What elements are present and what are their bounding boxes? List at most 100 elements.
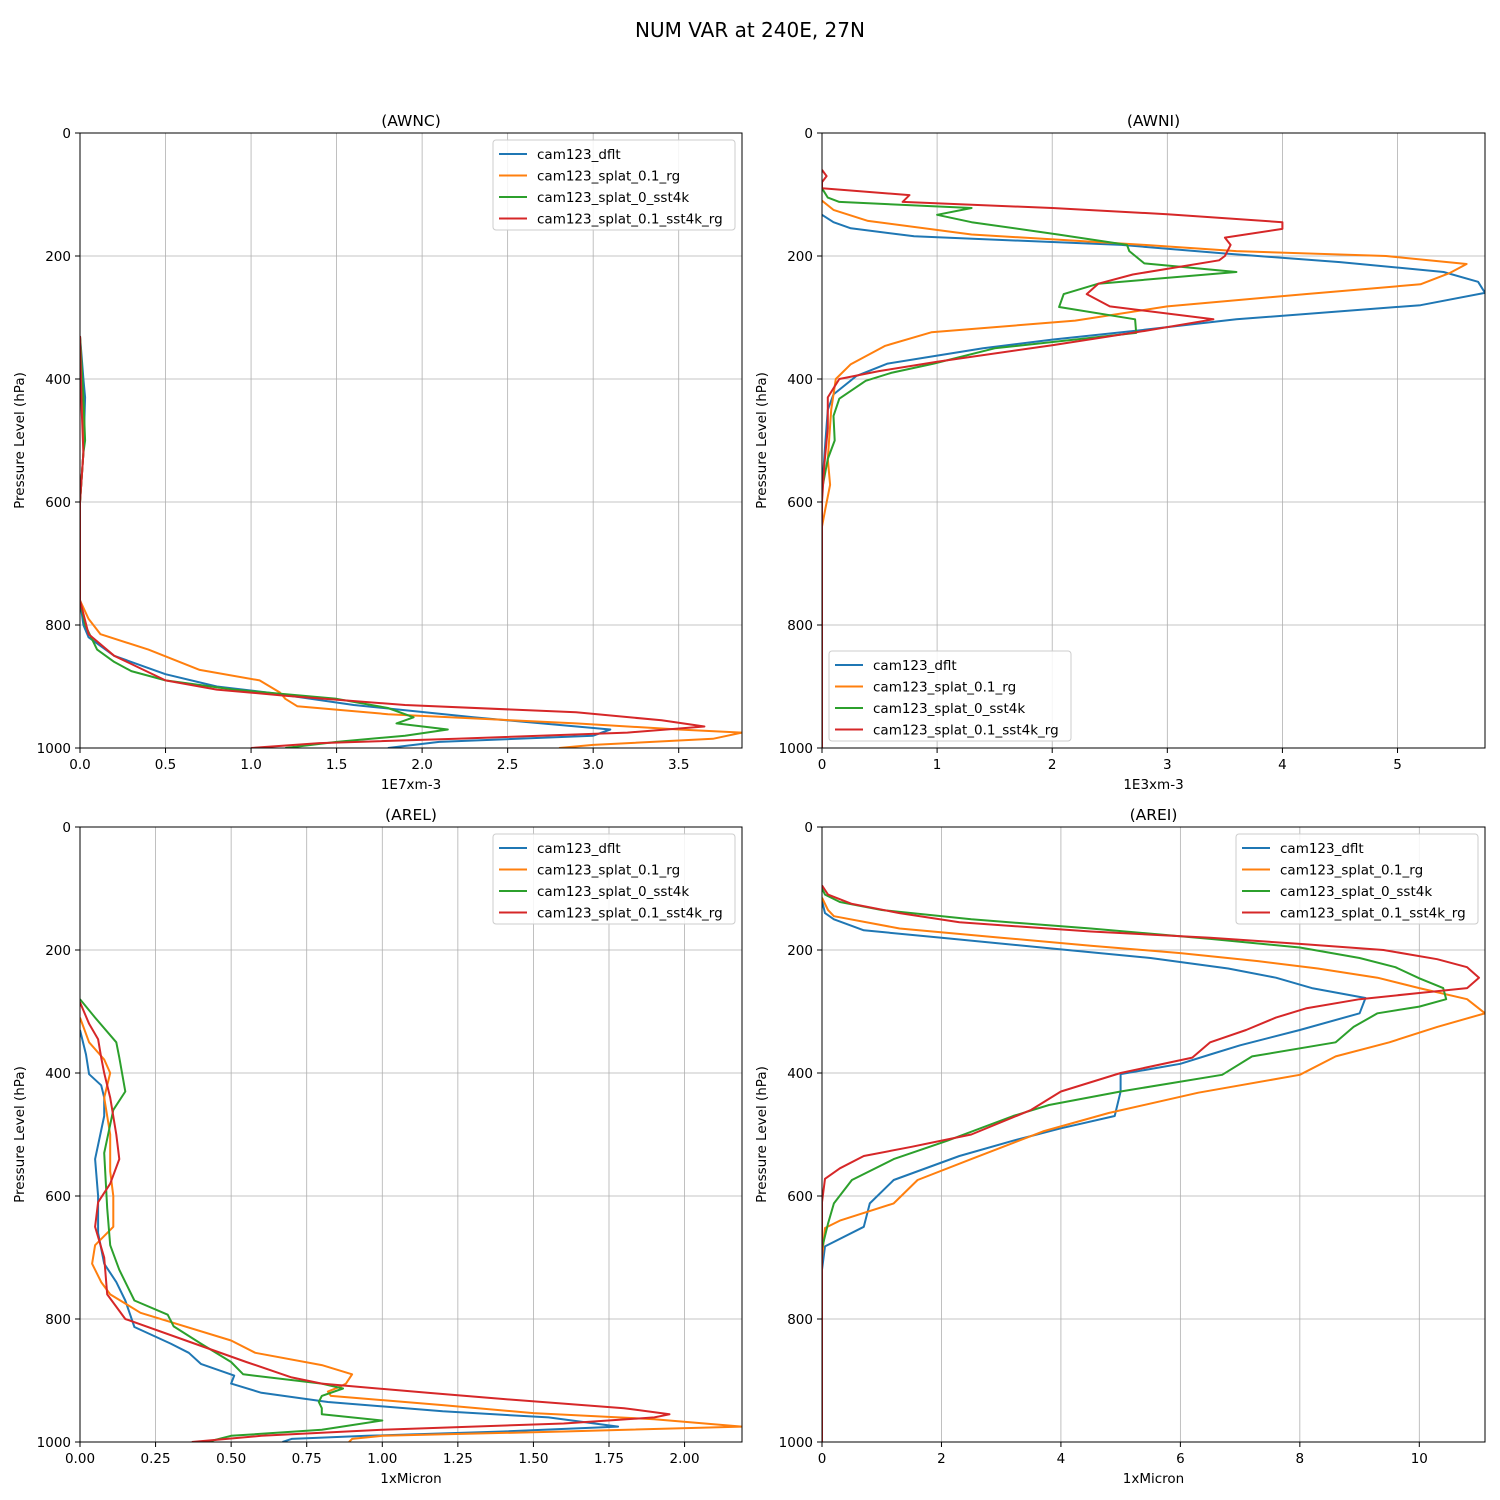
y-tick-label: 400	[45, 1066, 71, 1082]
plot-frame	[79, 132, 743, 749]
legend: cam123_dflt cam123_splat_0.1_rg cam123_spl…	[492, 833, 736, 925]
series-line	[822, 897, 1485, 1442]
legend-entry: cam123_splat_0.1_rg	[537, 169, 680, 185]
x-tick-label: 1	[933, 757, 942, 773]
y-tick-label: 200	[45, 249, 71, 265]
x-tick-label: 10	[1411, 1451, 1428, 1467]
legend-entry: cam123_splat_0_sst4k	[1280, 884, 1432, 900]
x-tick-label: 3.0	[582, 757, 603, 773]
x-tick-label: 0.00	[65, 1451, 95, 1467]
x-tick-label: 2	[1048, 757, 1057, 773]
y-axis-label: Pressure Level (hPa)	[754, 1066, 770, 1203]
y-axis-label: Pressure Level (hPa)	[754, 372, 770, 509]
x-tick-label: 4	[1278, 757, 1287, 773]
chart-panel: 0 1 2 3 4 5 0 200 400 600 800 1000 (AWNI) 1E3xm-3 Pres…	[754, 112, 1486, 793]
series-line	[80, 1001, 671, 1442]
legend-entry: cam123_splat_0.1_sst4k_rg	[873, 723, 1059, 739]
x-tick-label: 1.25	[443, 1451, 473, 1467]
legend: cam123_dflt cam123_splat_0.1_rg cam123_spl…	[828, 650, 1072, 742]
legend-entry: cam123_splat_0.1_sst4k_rg	[1280, 906, 1466, 922]
x-tick-label: 4	[1057, 1451, 1066, 1467]
chart-title: (AWNI)	[1127, 112, 1180, 130]
series-line	[822, 900, 1367, 1442]
y-tick-label: 200	[787, 943, 813, 959]
legend-box	[828, 650, 1072, 742]
y-tick-label: 600	[787, 1189, 813, 1205]
x-tick-label: 6	[1176, 1451, 1185, 1467]
series-group	[822, 169, 1485, 748]
y-tick-label: 0	[804, 820, 813, 836]
chart-panel: 0.00 0.25 0.50 0.75 1.00 1.25 1.50 1.75 2.00 0 200…	[12, 806, 743, 1487]
plot-frame	[821, 826, 1486, 1443]
x-tick-label: 0.75	[292, 1451, 322, 1467]
legend-entry: cam123_dflt	[537, 841, 621, 857]
x-axis-label: 1xMicron	[380, 1471, 441, 1487]
plot-frame	[821, 132, 1486, 749]
y-tick-label: 800	[787, 618, 813, 634]
x-axis-label: 1E3xm-3	[1123, 777, 1183, 793]
y-tick-label: 600	[787, 495, 813, 511]
y-tick-label: 400	[787, 372, 813, 388]
x-tick-label: 1.0	[240, 757, 261, 773]
x-tick-label: 2.00	[670, 1451, 700, 1467]
series-line	[822, 187, 1238, 748]
x-tick-label: 1.00	[367, 1451, 397, 1467]
x-tick-label: 2	[937, 1451, 946, 1467]
y-tick-label: 800	[787, 1312, 813, 1328]
legend-entry: cam123_splat_0.1_rg	[537, 863, 680, 879]
y-axis-label: Pressure Level (hPa)	[12, 372, 28, 509]
legend: cam123_dflt cam123_splat_0.1_rg cam123_spl…	[492, 139, 736, 231]
series-line	[80, 335, 742, 748]
legend-entry: cam123_splat_0.1_sst4k_rg	[537, 212, 723, 228]
y-axis-label: Pressure Level (hPa)	[12, 1066, 28, 1203]
legend-entry: cam123_dflt	[873, 658, 957, 674]
legend-entry: cam123_splat_0_sst4k	[873, 701, 1025, 717]
legend-entry: cam123_dflt	[1280, 841, 1364, 857]
legend-entry: cam123_splat_0.1_rg	[1280, 863, 1423, 879]
y-tick-label: 400	[787, 1066, 813, 1082]
series-group	[80, 335, 742, 748]
y-tick-label: 1000	[779, 1435, 813, 1451]
y-tick-label: 0	[804, 126, 813, 142]
chart-title: (AREI)	[1130, 806, 1178, 824]
x-tick-label: 3	[1163, 757, 1172, 773]
legend-entry: cam123_splat_0.1_sst4k_rg	[537, 906, 723, 922]
y-tick-label: 1000	[37, 741, 71, 757]
x-tick-label: 0.25	[141, 1451, 171, 1467]
y-tick-label: 0	[62, 126, 71, 142]
x-tick-label: 1.50	[518, 1451, 548, 1467]
y-tick-label: 600	[45, 1189, 71, 1205]
x-tick-label: 2.0	[411, 757, 432, 773]
y-tick-label: 800	[45, 618, 71, 634]
series-group	[80, 998, 742, 1442]
x-tick-label: 0	[818, 1451, 827, 1467]
series-line	[822, 884, 1480, 1442]
series-line	[822, 888, 1448, 1442]
y-tick-label: 600	[45, 495, 71, 511]
y-tick-label: 1000	[37, 1435, 71, 1451]
x-tick-label: 1.5	[326, 757, 347, 773]
x-tick-label: 0	[818, 757, 827, 773]
plot-frame	[79, 826, 743, 1443]
series-line	[822, 169, 1284, 748]
y-tick-label: 200	[787, 249, 813, 265]
x-tick-label: 0.50	[216, 1451, 246, 1467]
x-tick-label: 2.5	[497, 757, 518, 773]
y-tick-label: 0	[62, 820, 71, 836]
y-tick-label: 1000	[779, 741, 813, 757]
series-line	[822, 213, 1485, 748]
x-axis-label: 1xMicron	[1123, 1471, 1184, 1487]
x-tick-label: 5	[1393, 757, 1402, 773]
legend-entry: cam123_splat_0.1_rg	[873, 680, 1016, 696]
series-line	[80, 335, 706, 748]
y-tick-label: 800	[45, 1312, 71, 1328]
x-axis-label: 1E7xm-3	[381, 777, 441, 793]
chart-panel: 0.0 0.5 1.0 1.5 2.0 2.5 3.0 3.5 0 200 400 600 800 100…	[12, 112, 743, 793]
legend-box	[492, 833, 736, 925]
legend-entry: cam123_splat_0_sst4k	[537, 190, 689, 206]
legend: cam123_dflt cam123_splat_0.1_rg cam123_spl…	[1235, 833, 1479, 925]
series-line	[822, 199, 1468, 748]
legend-box	[492, 139, 736, 231]
legend-entry: cam123_dflt	[537, 147, 621, 163]
x-tick-label: 8	[1296, 1451, 1305, 1467]
